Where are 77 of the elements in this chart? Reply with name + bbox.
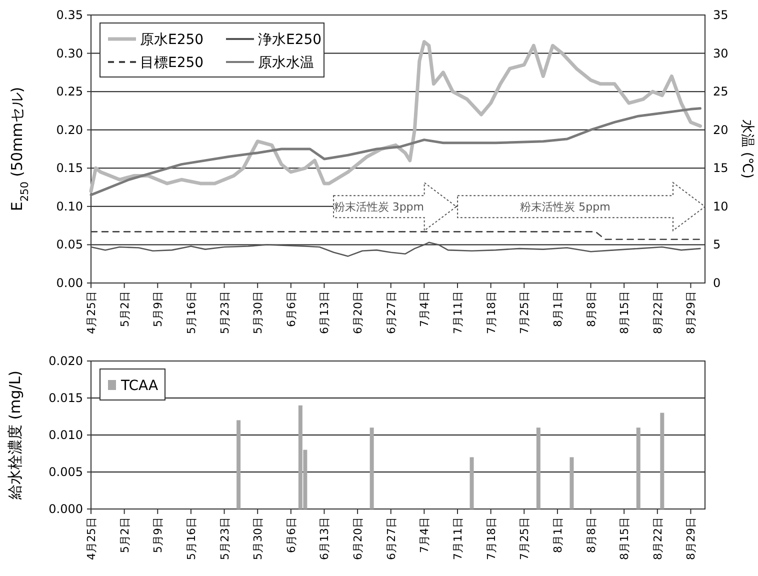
y2-tick-label: 25 bbox=[713, 84, 728, 99]
x-tick-label: 5月2日 bbox=[118, 291, 132, 327]
y2-tick-label: 10 bbox=[713, 199, 728, 214]
x-tick-label: 8月22日 bbox=[651, 291, 664, 334]
x-tick-label: 7月18日 bbox=[484, 291, 498, 334]
x-tick-label: 5月9日 bbox=[152, 517, 165, 553]
legend-label: 原水E250 bbox=[140, 32, 204, 48]
x-tick-label: 8月8日 bbox=[584, 517, 598, 553]
bar bbox=[660, 412, 664, 509]
x-tick-label: 8月1日 bbox=[551, 517, 564, 553]
line-series bbox=[90, 107, 702, 196]
bar bbox=[570, 457, 574, 509]
bar bbox=[636, 428, 640, 509]
y2-axis-title: 水温 (℃) bbox=[739, 119, 755, 179]
x-tick-label: 6月20日 bbox=[352, 517, 365, 560]
x-tick-label: 6月6日 bbox=[284, 291, 298, 327]
x-tick-label: 5月9日 bbox=[152, 291, 165, 327]
annotation: 粉末活性炭 3ppm bbox=[334, 200, 424, 214]
legend-label: 原水水温 bbox=[258, 55, 314, 71]
y-tick-label: 0.000 bbox=[48, 502, 83, 516]
x-tick-label: 7月11日 bbox=[451, 291, 464, 334]
y2-tick-label: 0 bbox=[713, 276, 721, 290]
x-tick-label: 5月23日 bbox=[218, 517, 232, 560]
y2-tick-label: 30 bbox=[713, 46, 728, 60]
bar bbox=[370, 428, 374, 509]
x-tick-label: 8月15日 bbox=[618, 517, 632, 560]
x-tick-label: 7月25日 bbox=[518, 517, 532, 560]
y-tick-label: 0.00 bbox=[56, 276, 83, 290]
y2-tick-label: 20 bbox=[713, 122, 728, 137]
x-tick-label: 8月8日 bbox=[584, 291, 598, 327]
y-tick-label: 0.015 bbox=[48, 391, 83, 405]
legend-label: 目標E250 bbox=[140, 55, 204, 71]
y-tick-label: 0.020 bbox=[48, 354, 83, 368]
bar bbox=[470, 457, 474, 509]
y2-tick-label: 5 bbox=[713, 238, 721, 252]
x-tick-label: 6月20日 bbox=[352, 291, 365, 334]
y-tick-label: 0.005 bbox=[48, 465, 83, 479]
y2-tick-label: 15 bbox=[713, 161, 728, 176]
x-tick-label: 7月4日 bbox=[418, 291, 432, 327]
bar bbox=[536, 428, 540, 509]
legend-label: TCAA bbox=[120, 378, 158, 394]
x-tick-label: 6月27日 bbox=[384, 517, 398, 560]
x-tick-label: 5月23日 bbox=[218, 291, 232, 334]
y2-tick-label: 35 bbox=[713, 8, 728, 22]
y-tick-label: 0.15 bbox=[56, 161, 83, 176]
y-axis-title: 給水栓濃度 (mg/L) bbox=[6, 370, 24, 501]
y-tick-label: 0.35 bbox=[56, 8, 83, 22]
y-tick-label: 0.30 bbox=[56, 46, 83, 60]
y-tick-label: 0.25 bbox=[56, 84, 83, 99]
bar bbox=[236, 420, 241, 509]
x-tick-label: 8月15日 bbox=[618, 291, 632, 334]
x-tick-label: 6月13日 bbox=[318, 517, 332, 560]
x-tick-label: 5月16日 bbox=[184, 517, 198, 560]
legend-label: 浄水E250 bbox=[258, 32, 322, 48]
x-tick-label: 8月29日 bbox=[684, 291, 698, 334]
x-tick-label: 5月30日 bbox=[252, 291, 265, 334]
x-tick-label: 8月29日 bbox=[684, 517, 698, 560]
x-tick-label: 6月13日 bbox=[318, 291, 332, 334]
x-tick-label: 6月27日 bbox=[384, 291, 398, 334]
annotation: 粉末活性炭 5ppm bbox=[520, 200, 610, 214]
x-tick-label: 5月2日 bbox=[118, 517, 132, 553]
x-tick-label: 6月6日 bbox=[284, 517, 298, 553]
x-tick-label: 5月16日 bbox=[184, 291, 198, 334]
x-tick-label: 8月22日 bbox=[651, 517, 664, 560]
line-series bbox=[90, 242, 701, 257]
y-tick-label: 0.05 bbox=[56, 238, 83, 252]
x-tick-label: 8月1日 bbox=[551, 291, 564, 327]
y-tick-label: 0.20 bbox=[56, 122, 83, 137]
y-tick-label: 0.010 bbox=[48, 428, 83, 442]
x-tick-label: 4月25日 bbox=[85, 517, 98, 560]
x-tick-label: 4月25日 bbox=[85, 291, 98, 334]
x-tick-label: 5月30日 bbox=[252, 517, 265, 560]
x-tick-label: 7月4日 bbox=[418, 517, 432, 553]
x-tick-label: 7月18日 bbox=[484, 517, 498, 560]
y-tick-label: 0.10 bbox=[56, 199, 83, 214]
x-tick-label: 7月11日 bbox=[451, 517, 464, 560]
x-tick-label: 7月25日 bbox=[518, 291, 532, 334]
